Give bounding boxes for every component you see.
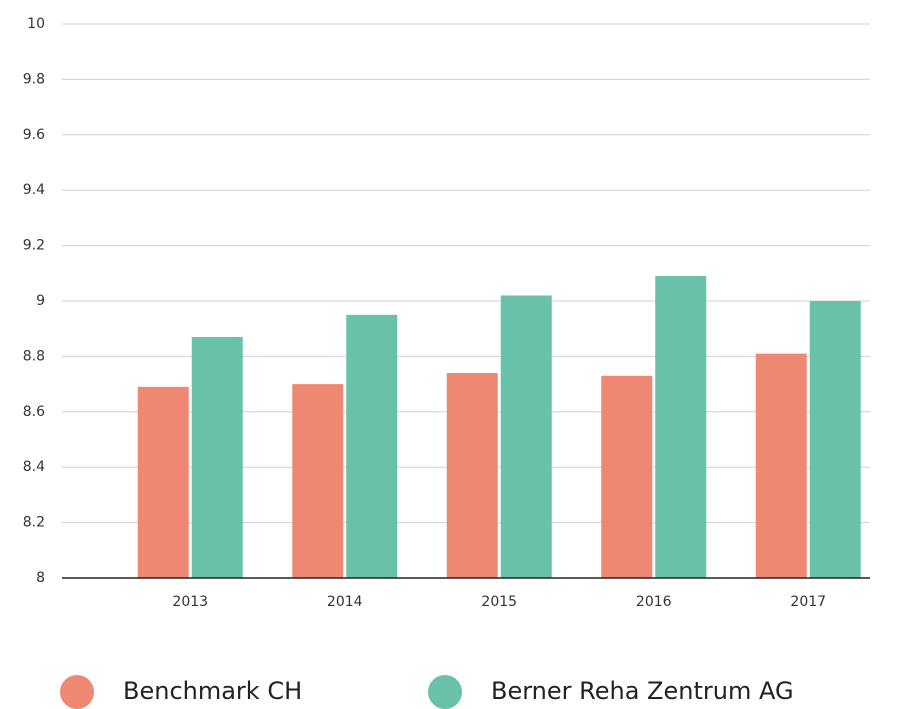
legend-swatch [428, 675, 462, 709]
bar [655, 276, 707, 578]
bar [346, 314, 398, 578]
bar [446, 373, 498, 578]
legend-swatch [60, 675, 94, 709]
x-tick-label: 2013 [172, 594, 208, 610]
y-tick-label: 9.2 [23, 238, 45, 254]
y-tick-label: 8.2 [23, 515, 45, 531]
legend-label: Benchmark CH [123, 677, 302, 705]
y-tick-label: 9 [36, 293, 45, 309]
y-tick-label: 9.4 [23, 182, 45, 198]
y-tick-label: 10 [27, 16, 45, 32]
x-tick-label: 2015 [481, 594, 517, 610]
x-tick-label: 2017 [790, 594, 826, 610]
legend-label: Berner Reha Zentrum AG [491, 677, 794, 705]
x-tick-label: 2016 [636, 594, 672, 610]
y-tick-label: 9.8 [23, 71, 45, 87]
y-tick-label: 8 [36, 570, 45, 586]
bar [292, 384, 344, 578]
y-tick-label: 8.8 [23, 348, 45, 364]
y-tick-label: 8.6 [23, 404, 45, 420]
bar [500, 295, 552, 578]
bar [137, 386, 189, 578]
x-tick-label: 2014 [327, 594, 363, 610]
bar [809, 301, 861, 578]
bar [755, 353, 807, 578]
y-tick-label: 9.6 [23, 127, 45, 143]
bar [191, 337, 243, 578]
bar [601, 375, 653, 578]
y-tick-label: 8.4 [23, 459, 45, 475]
